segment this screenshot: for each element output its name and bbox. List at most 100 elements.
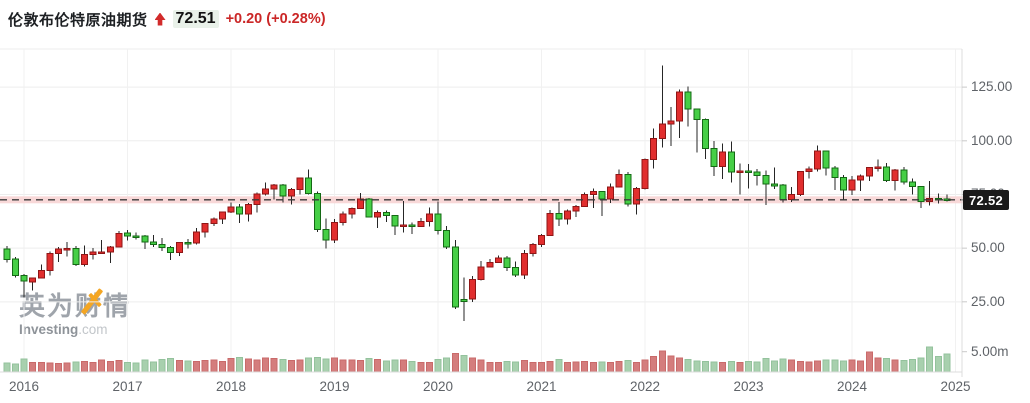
volume-bar[interactable]	[434, 358, 442, 373]
candle-body[interactable]	[279, 184, 287, 197]
candle-body[interactable]	[658, 123, 666, 140]
candle-body[interactable]	[745, 170, 752, 174]
volume-bar[interactable]	[624, 360, 632, 373]
candle-body[interactable]	[865, 167, 873, 177]
candle-body[interactable]	[115, 233, 123, 248]
volume-bar[interactable]	[796, 360, 804, 373]
year-label[interactable]: 2019	[319, 379, 350, 394]
candle-body[interactable]	[425, 213, 433, 223]
volume-bar[interactable]	[201, 360, 209, 373]
candle-body[interactable]	[469, 279, 476, 300]
candle-body[interactable]	[417, 221, 425, 227]
candle-body[interactable]	[20, 274, 28, 282]
candle-body[interactable]	[693, 108, 701, 120]
volume-bar[interactable]	[339, 359, 347, 373]
volume-bar[interactable]	[667, 355, 675, 373]
volume-bar[interactable]	[529, 361, 537, 373]
volume-bar[interactable]	[227, 358, 235, 373]
candle-body[interactable]	[753, 171, 761, 176]
candle-body[interactable]	[210, 218, 218, 225]
volume-bar[interactable]	[883, 358, 890, 373]
volume-bar[interactable]	[891, 359, 899, 373]
volume-bar[interactable]	[3, 362, 11, 373]
candle-body[interactable]	[908, 181, 916, 187]
candle-body[interactable]	[512, 266, 520, 276]
candle-body[interactable]	[124, 232, 131, 237]
year-label[interactable]: 2018	[215, 379, 247, 394]
candle-body[interactable]	[917, 185, 925, 202]
year-label[interactable]: 2020	[422, 379, 454, 394]
candle-body[interactable]	[736, 170, 744, 174]
year-label[interactable]: 2024	[836, 379, 868, 394]
candle-body[interactable]	[857, 175, 865, 181]
volume-bar[interactable]	[727, 360, 735, 373]
volume-bar[interactable]	[839, 360, 847, 373]
volume-bar[interactable]	[451, 352, 459, 373]
candle-body[interactable]	[37, 269, 45, 279]
candle-body[interactable]	[29, 277, 37, 283]
candle-body[interactable]	[244, 204, 252, 215]
volume-bar[interactable]	[218, 360, 226, 373]
volume-bar[interactable]	[365, 358, 373, 373]
volume-bar[interactable]	[736, 362, 744, 373]
volume-bar[interactable]	[443, 357, 451, 373]
candle-body[interactable]	[193, 231, 200, 244]
candle-body[interactable]	[676, 91, 683, 122]
candle-body[interactable]	[46, 253, 54, 271]
candle-body[interactable]	[572, 206, 580, 212]
volume-bar[interactable]	[382, 360, 390, 373]
volume-bar[interactable]	[520, 360, 528, 373]
candle-body[interactable]	[822, 150, 830, 169]
candle-body[interactable]	[141, 235, 149, 243]
candle-body[interactable]	[891, 169, 899, 181]
candle-body[interactable]	[227, 206, 235, 213]
candle-body[interactable]	[313, 192, 321, 230]
volume-bar[interactable]	[814, 360, 821, 373]
volume-bar[interactable]	[408, 360, 416, 373]
candle-body[interactable]	[503, 257, 511, 268]
volume-bar[interactable]	[391, 359, 399, 373]
candle-body[interactable]	[408, 224, 416, 228]
volume-bar[interactable]	[244, 358, 252, 373]
volume-bar[interactable]	[287, 360, 295, 373]
candle-body[interactable]	[158, 244, 166, 249]
candle-body[interactable]	[262, 188, 269, 195]
volume-bar[interactable]	[563, 361, 571, 373]
candle-body[interactable]	[494, 257, 502, 264]
volume-bar[interactable]	[615, 360, 623, 373]
candle-body[interactable]	[762, 174, 770, 185]
candle-body[interactable]	[779, 184, 787, 200]
candle-body[interactable]	[305, 177, 313, 194]
year-label[interactable]: 2021	[526, 379, 557, 394]
volume-bar[interactable]	[80, 360, 88, 373]
volume-bar[interactable]	[322, 358, 330, 373]
candle-body[interactable]	[55, 248, 62, 255]
candle-body[interactable]	[175, 241, 183, 254]
candle-body[interactable]	[72, 247, 80, 265]
candle-body[interactable]	[11, 258, 19, 276]
volume-bar[interactable]	[253, 359, 261, 373]
volume-bar[interactable]	[503, 360, 511, 373]
candle-body[interactable]	[201, 223, 209, 233]
volume-bar[interactable]	[270, 358, 278, 373]
volume-bar[interactable]	[374, 358, 382, 373]
candle-body[interactable]	[132, 235, 140, 239]
candle-body[interactable]	[624, 173, 632, 205]
volume-bar[interactable]	[822, 359, 830, 373]
volume-bar[interactable]	[874, 357, 882, 373]
candle-body[interactable]	[770, 183, 778, 187]
candle-body[interactable]	[805, 168, 813, 173]
candle-body[interactable]	[650, 138, 658, 161]
volume-bar[interactable]	[676, 357, 683, 373]
volume-bar[interactable]	[279, 358, 287, 373]
volume-bar[interactable]	[943, 353, 951, 373]
volume-bar[interactable]	[175, 360, 183, 373]
volume-bar[interactable]	[788, 359, 796, 373]
volume-bar[interactable]	[236, 356, 244, 373]
year-label[interactable]: 2016	[8, 379, 40, 394]
volume-bar[interactable]	[469, 357, 476, 373]
volume-bar[interactable]	[98, 359, 106, 373]
volume-bar[interactable]	[425, 362, 433, 373]
candle-body[interactable]	[520, 252, 528, 276]
